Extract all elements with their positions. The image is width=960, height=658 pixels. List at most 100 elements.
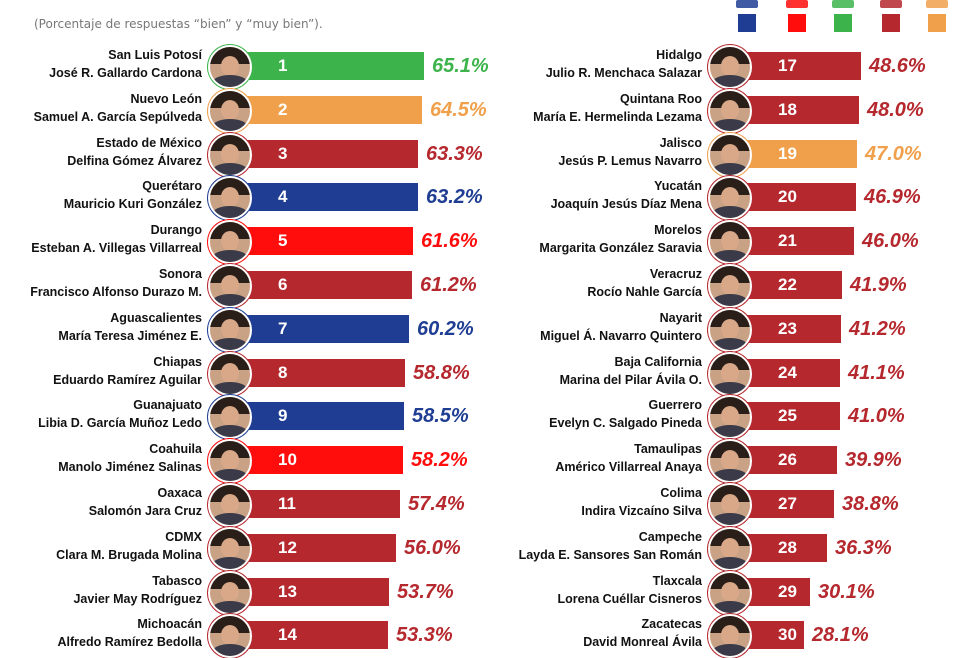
pvem-logo-icon (832, 0, 854, 8)
governor-name: Javier May Rodríguez (73, 591, 202, 606)
governor-photo (208, 264, 252, 308)
rank-label: 8 (278, 362, 288, 382)
rank-label: 27 (778, 494, 797, 513)
governor-photo (708, 614, 752, 658)
value-label: 28.1% (812, 624, 869, 647)
governor-name: Alfredo Ramírez Bedolla (57, 635, 202, 650)
value-label: 48.6% (869, 55, 926, 77)
rank-label: 14 (278, 625, 297, 645)
bar: 1 (226, 52, 424, 80)
value-label: 53.3% (396, 624, 453, 647)
governor-name: María E. Hermelinda Lezama (533, 109, 702, 124)
value-label: 63.3% (426, 142, 483, 165)
governor-name: Américo Villarreal Anaya (555, 460, 702, 475)
rank-label: 7 (278, 318, 288, 338)
governor-label: Hidalgo Julio R. Menchaca Salazar (546, 46, 702, 82)
governor-photo (208, 395, 252, 440)
value-label: 58.5% (412, 405, 469, 428)
value-label: 39.9% (845, 449, 902, 472)
rank-label: 2 (278, 99, 288, 119)
value-label: 48.0% (867, 98, 924, 121)
governor-photo (208, 88, 252, 133)
state-name: Tabasco (152, 573, 202, 588)
governor-name: Esteban A. Villegas Villarreal (31, 241, 202, 256)
state-name: Coahuila (149, 442, 202, 457)
rank-label: 6 (278, 275, 288, 294)
governor-label: Aguascalientes María Teresa Jiménez E. (58, 309, 202, 345)
state-name: Nayarit (659, 310, 702, 325)
rank-label: 25 (778, 406, 797, 426)
value-label: 46.0% (862, 230, 919, 253)
governor-photo (208, 526, 252, 571)
value-label: 41.1% (848, 361, 905, 384)
state-name: CDMX (165, 529, 202, 544)
governor-photo (208, 132, 252, 177)
state-name: Yucatán (654, 179, 702, 194)
rank-label: 5 (278, 231, 288, 251)
state-name: Jalisco (659, 135, 702, 150)
state-name: Chiapas (153, 354, 202, 369)
governor-label: Chiapas Eduardo Ramírez Aguilar (53, 353, 202, 389)
value-label: 41.9% (850, 274, 907, 296)
bar: 2 (226, 95, 422, 124)
governor-name: Delfina Gómez Álvarez (67, 153, 202, 168)
bar: 13 (226, 577, 389, 606)
state-name: San Luis Potosí (108, 48, 202, 62)
state-name: Guerrero (648, 398, 703, 413)
state-name: Estado de México (96, 135, 202, 150)
legend-swatch (788, 14, 806, 32)
value-label: 63.2% (426, 186, 483, 209)
governor-label: Michoacán Alfredo Ramírez Bedolla (58, 615, 202, 651)
governor-label: Jalisco Jesús P. Lemus Navarro (558, 134, 702, 170)
governor-photo (208, 307, 252, 352)
governor-name: Miguel Á. Navarro Quintero (540, 328, 702, 343)
governor-name: María Teresa Jiménez E. (58, 328, 202, 343)
bar: 5 (226, 227, 413, 256)
rank-label: 4 (278, 187, 288, 207)
governor-photo (708, 395, 752, 440)
governor-name: Marina del Pilar Ávila O. (559, 372, 702, 387)
state-name: Baja California (614, 354, 702, 369)
value-label: 30.1% (818, 580, 875, 603)
value-label: 41.2% (849, 317, 906, 340)
governor-label: Durango Esteban A. Villegas Villarreal (31, 221, 202, 257)
value-label: 41.0% (848, 405, 905, 428)
state-name: Oaxaca (157, 486, 202, 500)
state-name: Tamaulipas (634, 442, 702, 457)
value-label: 64.5% (430, 98, 487, 121)
pan-logo-icon (736, 0, 758, 8)
state-name: Campeche (638, 529, 702, 544)
value-label: 61.2% (420, 274, 477, 296)
state-name: Colima (660, 486, 702, 500)
governor-label: Oaxaca Salomón Jara Cruz (89, 484, 202, 520)
governor-label: Campeche Layda E. Sansores San Román (519, 528, 702, 564)
governor-photo (208, 614, 252, 658)
state-name: Michoacán (137, 617, 202, 632)
bar: 3 (226, 139, 418, 168)
rank-label: 13 (278, 581, 297, 601)
state-name: Zacatecas (641, 617, 702, 632)
morena-logo-icon (880, 0, 902, 8)
value-label: 57.4% (408, 493, 465, 515)
mc-logo-icon (926, 0, 948, 8)
rank-label: 9 (278, 406, 288, 426)
governor-photo (208, 483, 252, 527)
governor-name: Layda E. Sansores San Román (518, 547, 702, 562)
value-label: 36.3% (835, 536, 892, 559)
governor-name: Joaquín Jesús Díaz Mena (550, 197, 702, 212)
state-name: Quintana Roo (620, 91, 702, 106)
governor-label: Veracruz Rocío Nahle García (587, 265, 702, 301)
governor-label: Tlaxcala Lorena Cuéllar Cisneros (558, 572, 703, 608)
governor-label: Morelos Margarita González Saravia (539, 221, 702, 257)
value-label: 58.2% (411, 449, 468, 472)
rank-label: 29 (778, 581, 797, 601)
state-name: Veracruz (649, 267, 702, 281)
bar: 8 (226, 358, 405, 387)
state-name: Querétaro (142, 179, 202, 194)
rank-label: 17 (778, 56, 797, 75)
governor-name: Indira Vizcaíno Silva (581, 504, 702, 518)
governor-name: Mauricio Kuri González (63, 197, 202, 212)
value-label: 60.2% (417, 317, 474, 340)
governor-name: David Monreal Ávila (583, 635, 702, 650)
value-label: 58.8% (413, 361, 470, 384)
